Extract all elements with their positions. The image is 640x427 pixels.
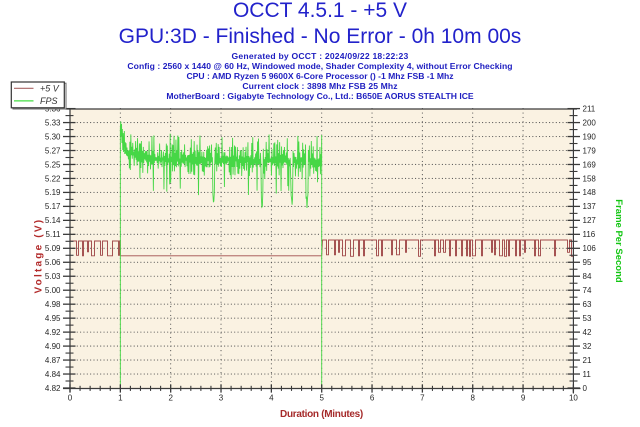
svg-text:106: 106	[583, 244, 597, 253]
svg-text:5.11: 5.11	[46, 230, 62, 239]
svg-text:7: 7	[420, 394, 425, 403]
svg-text:158: 158	[583, 174, 597, 183]
svg-text:4.95: 4.95	[45, 314, 61, 323]
svg-text:4.84: 4.84	[45, 370, 61, 379]
svg-text:5.17: 5.17	[45, 202, 61, 211]
svg-text:5.19: 5.19	[45, 188, 61, 197]
svg-text:95: 95	[583, 258, 592, 267]
svg-text:127: 127	[583, 216, 597, 225]
svg-text:11: 11	[583, 370, 592, 379]
svg-text:0: 0	[68, 394, 73, 403]
svg-text:5.25: 5.25	[45, 160, 61, 169]
svg-text:Voltage (V): Voltage (V)	[34, 218, 45, 294]
svg-text:Frame Per Second: Frame Per Second	[613, 199, 624, 283]
svg-text:4.98: 4.98	[45, 300, 61, 309]
svg-text:53: 53	[583, 314, 592, 323]
svg-text:169: 169	[583, 160, 597, 169]
svg-text:74: 74	[583, 286, 592, 295]
svg-text:32: 32	[583, 342, 592, 351]
svg-text:Duration (Minutes): Duration (Minutes)	[280, 409, 363, 420]
svg-text:5.14: 5.14	[45, 216, 61, 225]
svg-text:5.30: 5.30	[45, 132, 61, 141]
svg-text:4.87: 4.87	[45, 356, 61, 365]
svg-text:0: 0	[583, 384, 588, 393]
svg-text:5.27: 5.27	[45, 146, 61, 155]
svg-text:190: 190	[583, 132, 597, 141]
svg-text:4.92: 4.92	[45, 328, 61, 337]
svg-text:2: 2	[168, 394, 173, 403]
svg-text:10: 10	[569, 394, 578, 403]
svg-text:4.82: 4.82	[45, 384, 61, 393]
svg-text:4.90: 4.90	[45, 342, 61, 351]
svg-text:4: 4	[269, 394, 274, 403]
svg-text:5: 5	[319, 394, 324, 403]
svg-text:116: 116	[583, 230, 596, 239]
svg-text:5.33: 5.33	[45, 118, 61, 127]
svg-text:137: 137	[583, 202, 597, 211]
svg-text:+5 V: +5 V	[40, 83, 60, 93]
svg-text:6: 6	[370, 394, 375, 403]
svg-text:179: 179	[583, 146, 597, 155]
svg-text:211: 211	[583, 104, 596, 113]
svg-text:3: 3	[219, 394, 224, 403]
svg-text:5.09: 5.09	[45, 244, 61, 253]
svg-text:42: 42	[583, 328, 592, 337]
svg-text:5.00: 5.00	[45, 286, 61, 295]
svg-text:1: 1	[118, 394, 123, 403]
svg-text:21: 21	[583, 356, 592, 365]
svg-text:63: 63	[583, 300, 592, 309]
svg-text:84: 84	[583, 272, 592, 281]
svg-text:9: 9	[521, 394, 526, 403]
svg-text:5.03: 5.03	[45, 272, 61, 281]
svg-text:148: 148	[583, 188, 597, 197]
svg-text:8: 8	[470, 394, 475, 403]
svg-text:5.06: 5.06	[45, 258, 61, 267]
svg-text:5.22: 5.22	[45, 174, 61, 183]
svg-text:200: 200	[583, 118, 597, 127]
svg-text:FPS: FPS	[40, 96, 58, 106]
